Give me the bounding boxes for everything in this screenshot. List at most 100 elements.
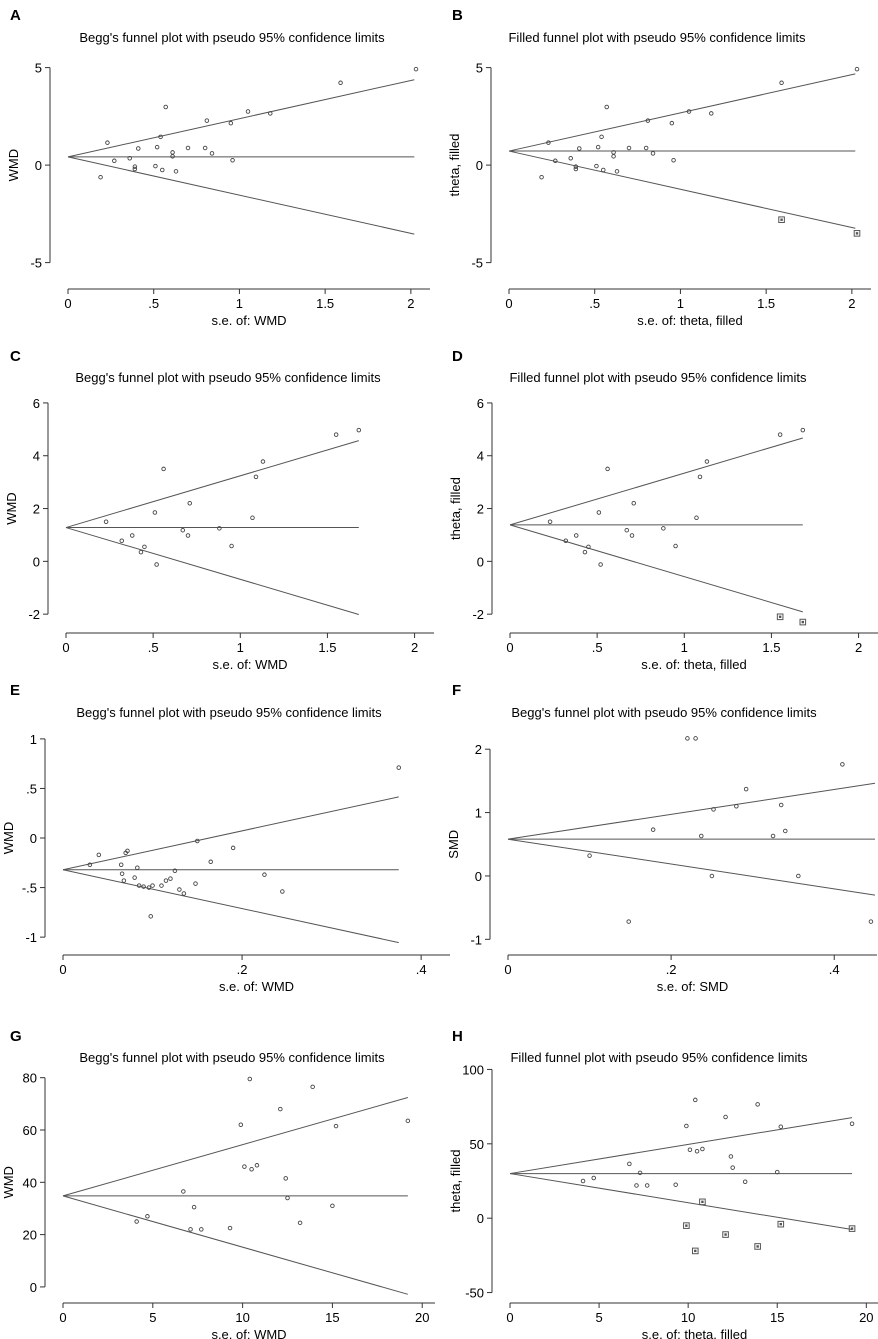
study-point bbox=[637, 1170, 643, 1176]
study-point bbox=[230, 157, 235, 163]
x-axis-title: s.e. of: theta, filled bbox=[642, 1327, 748, 1339]
study-point bbox=[208, 859, 213, 865]
x-axis-title: s.e. of: SMD bbox=[657, 979, 729, 994]
y-tick-label: 0 bbox=[476, 158, 483, 173]
panel-letter: F bbox=[452, 682, 461, 699]
study-point bbox=[134, 1219, 139, 1224]
study-point bbox=[268, 111, 273, 116]
y-tick-label: -.5 bbox=[22, 881, 37, 896]
study-point bbox=[774, 1169, 780, 1175]
study-point bbox=[563, 538, 569, 544]
study-point bbox=[413, 66, 419, 72]
study-point bbox=[650, 151, 656, 156]
filled-study-point-center bbox=[779, 1222, 782, 1226]
study-point bbox=[181, 891, 187, 896]
study-point bbox=[650, 827, 656, 832]
study-point bbox=[685, 736, 690, 741]
study-point bbox=[195, 838, 200, 844]
x-tick-label: 0 bbox=[506, 1310, 513, 1325]
x-tick-label: 0 bbox=[64, 296, 71, 311]
chart-title: Begg's funnel plot with pseudo 95% confi… bbox=[79, 30, 385, 45]
study-point bbox=[673, 1182, 678, 1187]
study-point bbox=[180, 527, 186, 533]
y-axis-title: WMD bbox=[6, 149, 21, 182]
study-point bbox=[854, 66, 860, 72]
y-tick-label: 40 bbox=[23, 1175, 37, 1190]
study-point bbox=[148, 914, 153, 919]
y-axis-title: WMD bbox=[1, 822, 16, 855]
x-tick-label: 5 bbox=[149, 1310, 156, 1325]
study-point bbox=[187, 501, 192, 506]
study-point bbox=[141, 884, 146, 889]
filled-study-point bbox=[853, 230, 861, 237]
x-tick-label: 2 bbox=[855, 640, 862, 655]
study-point bbox=[405, 1118, 411, 1124]
study-point bbox=[800, 427, 806, 433]
x-tick-label: 20 bbox=[859, 1310, 873, 1325]
x-tick-label: 10 bbox=[681, 1310, 695, 1325]
study-point bbox=[238, 1122, 244, 1128]
lower-confidence-limit bbox=[509, 524, 803, 613]
x-tick-label: 0 bbox=[59, 1310, 66, 1325]
study-point bbox=[645, 118, 651, 123]
study-point bbox=[598, 562, 603, 567]
y-tick-label: -1 bbox=[470, 932, 482, 947]
x-axis-title: s.e. of: WMD bbox=[211, 1327, 286, 1339]
study-point bbox=[669, 120, 675, 126]
study-point bbox=[626, 145, 632, 151]
study-point bbox=[152, 510, 158, 515]
study-point bbox=[227, 1225, 233, 1231]
study-point bbox=[634, 1183, 639, 1188]
study-point bbox=[783, 828, 788, 834]
upper-confidence-limit bbox=[65, 440, 359, 529]
x-axis-title: s.e. of: theta, filled bbox=[641, 657, 747, 672]
upper-confidence-limit bbox=[508, 73, 856, 152]
study-point bbox=[132, 875, 137, 880]
study-point bbox=[118, 862, 124, 868]
study-point bbox=[734, 803, 739, 809]
study-point bbox=[127, 156, 132, 161]
study-point bbox=[573, 164, 579, 169]
study-point bbox=[191, 1204, 197, 1210]
filled-study-point-center bbox=[756, 1245, 759, 1248]
x-tick-label: 10 bbox=[235, 1310, 249, 1325]
study-point bbox=[153, 163, 158, 169]
x-tick-label: 20 bbox=[415, 1310, 429, 1325]
chart-panel-a: A Begg's funnel plot with pseudo 95% conf… bbox=[6, 7, 430, 328]
x-tick-label: .4 bbox=[829, 962, 840, 977]
study-point bbox=[644, 1183, 650, 1188]
y-tick-label: -1 bbox=[25, 930, 37, 945]
study-point bbox=[693, 736, 698, 741]
study-point bbox=[728, 1154, 734, 1159]
filled-study-point bbox=[777, 1220, 785, 1228]
x-tick-label: .5 bbox=[148, 640, 159, 655]
study-point bbox=[742, 1179, 748, 1184]
x-tick-label: 5 bbox=[595, 1310, 602, 1325]
chart-panel-g: G Begg's funnel plot with pseudo 95% conf… bbox=[1, 1028, 435, 1339]
x-tick-label: 1.5 bbox=[762, 640, 780, 655]
study-point bbox=[743, 786, 749, 792]
study-point bbox=[129, 533, 135, 538]
study-point bbox=[626, 919, 631, 924]
x-axis-title: s.e. of: WMD bbox=[211, 313, 286, 328]
study-point bbox=[204, 118, 210, 123]
x-tick-label: 0 bbox=[505, 296, 512, 311]
filled-study-point bbox=[699, 1198, 706, 1206]
lower-confidence-limit bbox=[65, 527, 359, 615]
study-point bbox=[253, 474, 259, 480]
study-point bbox=[185, 533, 191, 538]
filled-study-point-center bbox=[685, 1224, 688, 1227]
x-tick-label: 1 bbox=[237, 640, 244, 655]
y-axis-title: SMD bbox=[446, 830, 461, 859]
study-point bbox=[694, 515, 699, 521]
study-point bbox=[333, 1123, 339, 1129]
upper-confidence-limit bbox=[509, 437, 803, 526]
x-tick-label: 2 bbox=[407, 296, 414, 311]
study-point bbox=[105, 140, 110, 145]
x-tick-label: .5 bbox=[589, 296, 600, 311]
study-point bbox=[605, 466, 610, 472]
lower-confidence-limit bbox=[508, 150, 856, 229]
x-tick-label: 2 bbox=[411, 640, 418, 655]
study-point bbox=[840, 762, 845, 767]
y-tick-label: 0 bbox=[475, 869, 482, 884]
